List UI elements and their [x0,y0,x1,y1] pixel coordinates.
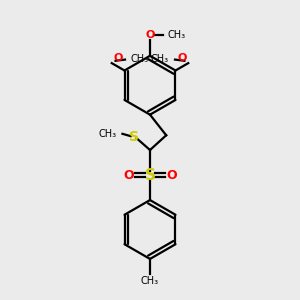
Text: O: O [113,52,123,62]
Text: CH₃: CH₃ [131,54,149,64]
Text: S: S [145,167,155,182]
Text: O: O [166,169,176,182]
Text: O: O [177,52,187,62]
Text: CH₃: CH₃ [98,129,116,139]
Text: O: O [145,30,155,40]
Text: S: S [129,130,139,144]
Text: CH₃: CH₃ [151,54,169,64]
Text: CH₃: CH₃ [141,276,159,286]
Text: O: O [124,169,134,182]
Text: CH₃: CH₃ [168,30,186,40]
